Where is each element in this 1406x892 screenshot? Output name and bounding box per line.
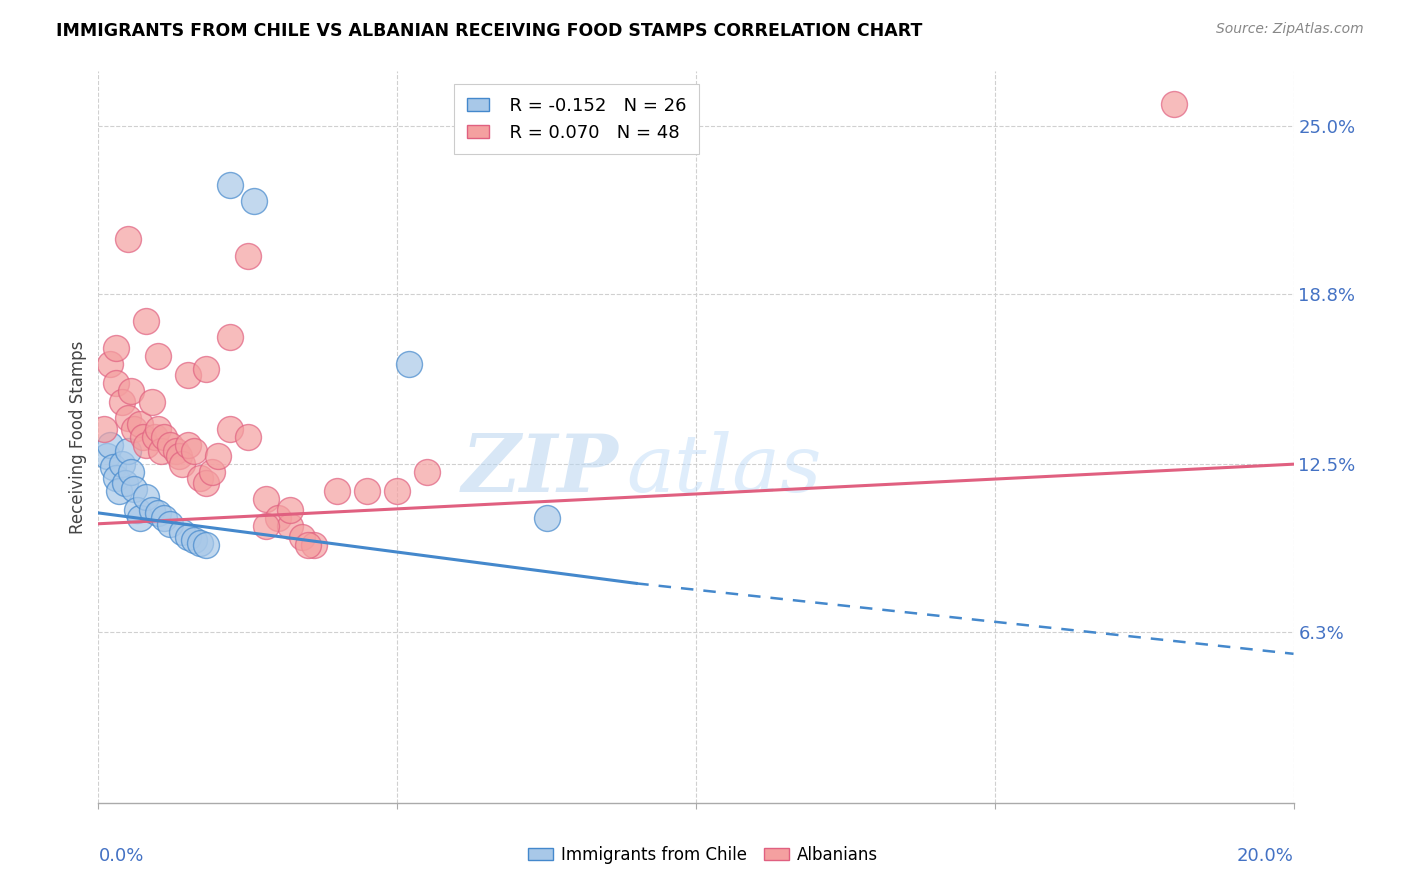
Point bbox=[143, 430, 166, 444]
Legend: Immigrants from Chile, Albanians: Immigrants from Chile, Albanians bbox=[522, 839, 884, 871]
Point bbox=[398, 357, 420, 371]
Point bbox=[148, 349, 170, 363]
Point bbox=[93, 422, 115, 436]
Point bbox=[207, 449, 229, 463]
Point bbox=[96, 449, 118, 463]
Point bbox=[254, 519, 277, 533]
Point bbox=[165, 443, 187, 458]
Point bbox=[243, 194, 266, 209]
Point bbox=[153, 511, 176, 525]
Point bbox=[141, 395, 163, 409]
Point bbox=[124, 422, 146, 436]
Point bbox=[120, 465, 142, 479]
Point bbox=[111, 457, 134, 471]
Point bbox=[254, 492, 277, 507]
Point bbox=[141, 503, 163, 517]
Point bbox=[172, 457, 194, 471]
Point bbox=[267, 511, 290, 525]
Point bbox=[111, 395, 134, 409]
Point bbox=[150, 443, 173, 458]
Text: IMMIGRANTS FROM CHILE VS ALBANIAN RECEIVING FOOD STAMPS CORRELATION CHART: IMMIGRANTS FROM CHILE VS ALBANIAN RECEIV… bbox=[56, 22, 922, 40]
Point bbox=[536, 511, 558, 525]
Point bbox=[297, 538, 319, 552]
Point bbox=[183, 533, 205, 547]
Point bbox=[177, 368, 200, 382]
Point bbox=[201, 465, 224, 479]
Point bbox=[135, 490, 157, 504]
Point bbox=[120, 384, 142, 398]
Point bbox=[98, 438, 122, 452]
Point bbox=[302, 538, 325, 552]
Point bbox=[114, 476, 136, 491]
Point bbox=[167, 449, 190, 463]
Text: 0.0%: 0.0% bbox=[98, 847, 143, 864]
Text: ZIP: ZIP bbox=[461, 431, 619, 508]
Point bbox=[129, 417, 152, 431]
Text: atlas: atlas bbox=[627, 431, 823, 508]
Point bbox=[103, 459, 125, 474]
Point bbox=[159, 438, 181, 452]
Point bbox=[177, 530, 200, 544]
Point bbox=[236, 430, 259, 444]
Point bbox=[385, 484, 409, 499]
Point bbox=[219, 330, 242, 344]
Point bbox=[159, 516, 181, 531]
Point bbox=[98, 357, 122, 371]
Point bbox=[124, 482, 146, 496]
Point bbox=[188, 471, 211, 485]
Point bbox=[356, 484, 378, 499]
Point bbox=[129, 511, 152, 525]
Point bbox=[326, 484, 349, 499]
Point bbox=[219, 422, 242, 436]
Point bbox=[135, 313, 157, 327]
Point bbox=[1163, 96, 1185, 111]
Point bbox=[188, 535, 211, 549]
Point bbox=[127, 503, 149, 517]
Point bbox=[105, 341, 128, 355]
Point bbox=[278, 519, 301, 533]
Text: Source: ZipAtlas.com: Source: ZipAtlas.com bbox=[1216, 22, 1364, 37]
Point bbox=[195, 476, 218, 491]
Point bbox=[172, 524, 194, 539]
Point bbox=[132, 430, 155, 444]
Text: 20.0%: 20.0% bbox=[1237, 847, 1294, 864]
Point bbox=[183, 443, 205, 458]
Point bbox=[195, 538, 218, 552]
Point bbox=[117, 443, 139, 458]
Point bbox=[153, 430, 176, 444]
Point bbox=[416, 465, 439, 479]
Legend:   R = -0.152   N = 26,   R = 0.070   N = 48: R = -0.152 N = 26, R = 0.070 N = 48 bbox=[454, 84, 699, 154]
Point bbox=[219, 178, 242, 193]
Point bbox=[148, 506, 170, 520]
Point bbox=[236, 249, 259, 263]
Point bbox=[291, 530, 314, 544]
Point bbox=[177, 438, 200, 452]
Point bbox=[278, 503, 301, 517]
Y-axis label: Receiving Food Stamps: Receiving Food Stamps bbox=[69, 341, 87, 533]
Point bbox=[195, 362, 218, 376]
Point bbox=[117, 232, 139, 246]
Point bbox=[117, 411, 139, 425]
Point bbox=[135, 438, 157, 452]
Point bbox=[105, 376, 128, 390]
Point bbox=[105, 471, 128, 485]
Point bbox=[108, 484, 131, 499]
Point bbox=[148, 422, 170, 436]
